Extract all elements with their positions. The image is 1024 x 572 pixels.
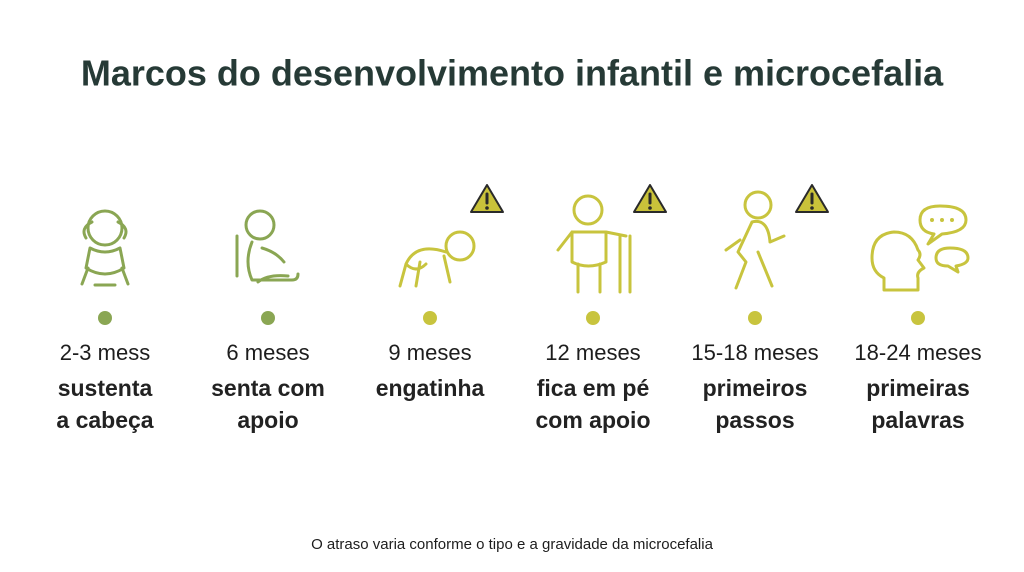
milestone-label: senta com (211, 375, 325, 401)
title: Marcos do desenvolvimento infantil e mic… (81, 53, 944, 94)
milestone-age: 18-24 meses (854, 340, 981, 365)
timeline-dot (911, 311, 925, 325)
warning-dot (810, 206, 814, 210)
icon-crawling (398, 230, 476, 288)
milestone-label: apoio (237, 407, 298, 433)
milestone-label: com apoio (535, 407, 650, 433)
timeline-dot (748, 311, 762, 325)
icon-walking (724, 190, 786, 290)
milestone-label: a cabeça (56, 407, 153, 433)
milestone-label: engatinha (376, 375, 485, 401)
milestone-label: sustenta (58, 375, 153, 401)
timeline-dot (423, 311, 437, 325)
footnote: O atraso varia conforme o tipo e a gravi… (311, 536, 714, 553)
icon-standing (556, 194, 632, 294)
milestone-label: passos (715, 407, 794, 433)
warning-dot (485, 206, 489, 210)
milestone-age: 2-3 mess (60, 340, 150, 365)
warning-dot (648, 206, 652, 210)
timeline-dot (586, 311, 600, 325)
warning-icon (795, 184, 829, 213)
milestone-age: 6 meses (226, 340, 309, 365)
warning-icon (470, 184, 504, 213)
milestone-label: fica em pé (537, 375, 650, 401)
milestone-age: 15-18 meses (691, 340, 818, 365)
milestone-age: 12 meses (545, 340, 640, 365)
icon-baby (80, 209, 130, 287)
timeline-dot (98, 311, 112, 325)
milestone-label: primeiros (703, 375, 808, 401)
milestone-label: primeiras (866, 375, 970, 401)
icon-speaking (870, 204, 970, 292)
timeline-dot (261, 311, 275, 325)
milestone-label: palavras (871, 407, 964, 433)
icon-sitting (235, 209, 300, 284)
warning-icon (633, 184, 667, 213)
milestone-age: 9 meses (388, 340, 471, 365)
